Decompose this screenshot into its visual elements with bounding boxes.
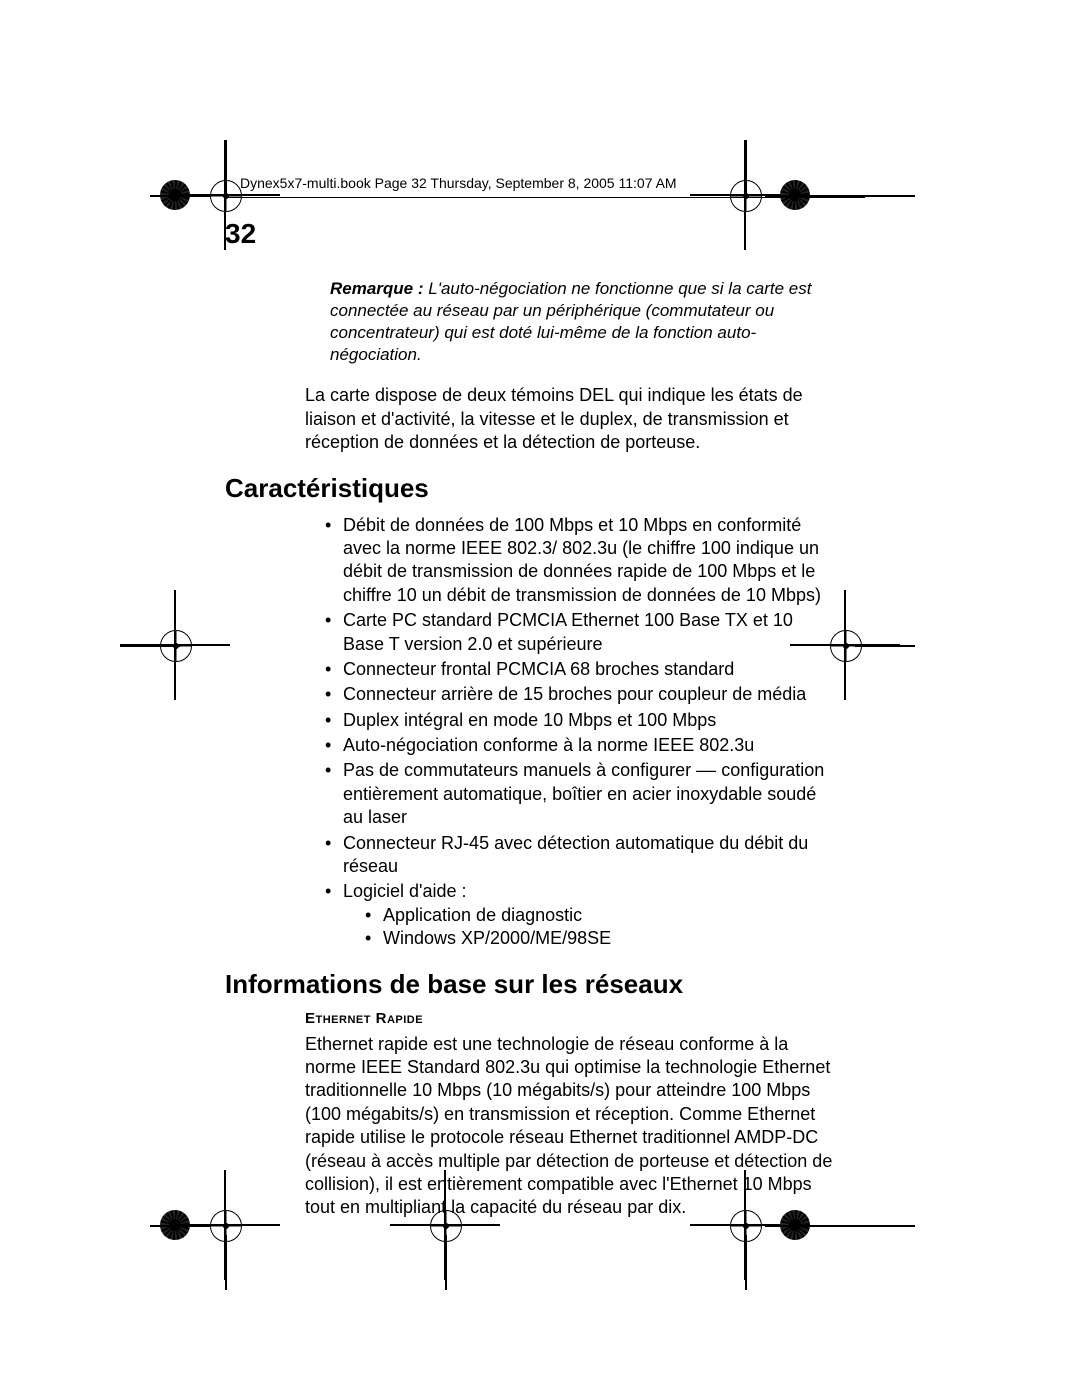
list-item: Connecteur arrière de 15 broches pour co… — [325, 683, 835, 706]
list-item: Connecteur RJ-45 avec détection automati… — [325, 832, 835, 879]
list-item: Duplex intégral en mode 10 Mbps et 100 M… — [325, 709, 835, 732]
list-item: Carte PC standard PCMCIA Ethernet 100 Ba… — [325, 609, 835, 656]
section-title-caracteristiques: Caractéristiques — [225, 473, 865, 504]
crop-line — [225, 1235, 227, 1290]
running-head: Dynex5x7-multi.book Page 32 Thursday, Se… — [240, 175, 865, 191]
crop-line — [445, 1235, 447, 1290]
list-item: Logiciel d'aide : Application de diagnos… — [325, 880, 835, 950]
header-rule — [225, 197, 865, 198]
note-block: Remarque : L'auto-négociation ne fonctio… — [330, 278, 825, 366]
list-item: Débit de données de 100 Mbps et 10 Mbps … — [325, 514, 835, 608]
features-list: Débit de données de 100 Mbps et 10 Mbps … — [325, 514, 835, 951]
list-item: Pas de commutateurs manuels à configurer… — [325, 759, 835, 829]
intro-paragraph: La carte dispose de deux témoins DEL qui… — [305, 384, 835, 454]
note-label: Remarque : — [330, 279, 424, 298]
sub-list: Application de diagnostic Windows XP/200… — [343, 904, 835, 951]
list-item: Windows XP/2000/ME/98SE — [365, 927, 835, 950]
page-content: Dynex5x7-multi.book Page 32 Thursday, Se… — [145, 175, 865, 1238]
ethernet-paragraph: Ethernet rapide est une technologie de r… — [305, 1033, 835, 1220]
list-item: Connecteur frontal PCMCIA 68 broches sta… — [325, 658, 835, 681]
list-item-label: Logiciel d'aide : — [343, 881, 467, 901]
list-item: Auto-négociation conforme à la norme IEE… — [325, 734, 835, 757]
subheading-ethernet-rapide: Ethernet Rapide — [305, 1010, 865, 1027]
page-number: 32 — [225, 218, 865, 250]
crop-line — [745, 1235, 747, 1290]
list-item: Application de diagnostic — [365, 904, 835, 927]
section-title-informations: Informations de base sur les réseaux — [225, 969, 865, 1000]
